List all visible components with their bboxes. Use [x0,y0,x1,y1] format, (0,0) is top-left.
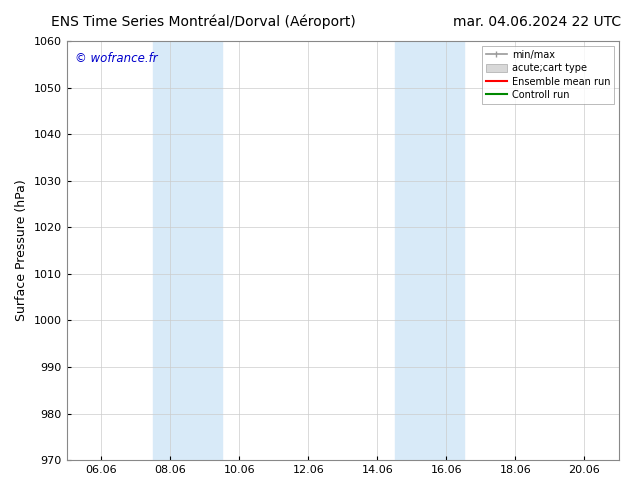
Text: © wofrance.fr: © wofrance.fr [75,51,157,65]
Bar [394,41,463,460]
Text: ENS Time Series Montréal/Dorval (Aéroport): ENS Time Series Montréal/Dorval (Aéropor… [51,15,356,29]
Y-axis label: Surface Pressure (hPa): Surface Pressure (hPa) [15,180,28,321]
Legend: min/max, acute;cart type, Ensemble mean run, Controll run: min/max, acute;cart type, Ensemble mean … [482,46,614,104]
Text: mar. 04.06.2024 22 UTC: mar. 04.06.2024 22 UTC [453,15,621,29]
Bar [153,41,222,460]
